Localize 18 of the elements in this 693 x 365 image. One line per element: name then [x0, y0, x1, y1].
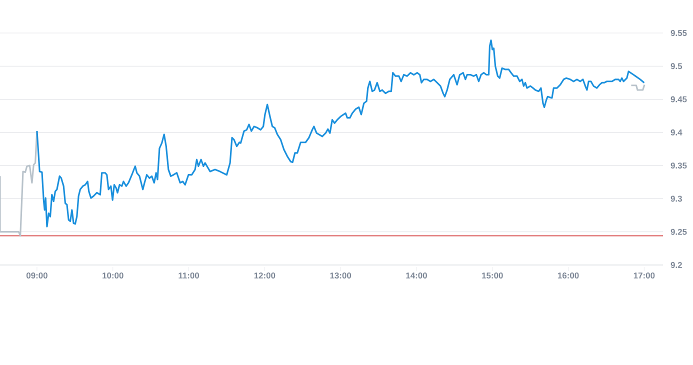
x-tick-label: 09:00 [26, 272, 48, 279]
y-tick-label: 9.45 [670, 96, 687, 102]
x-tick-label: 14:00 [406, 272, 427, 279]
y-tick-label: 9.2 [670, 262, 682, 268]
x-tick-label: 12:00 [254, 272, 276, 279]
y-tick-label: 9.35 [670, 162, 687, 169]
x-tick-label: 13:00 [330, 272, 352, 279]
y-tick-label: 9.4 [670, 129, 682, 136]
y-tick-label: 9.25 [670, 228, 687, 235]
y-tick-label: 9.55 [670, 30, 687, 36]
x-tick-label: 15:00 [482, 272, 503, 279]
x-tick-label: 11:00 [178, 272, 200, 279]
x-tick-label: 10:00 [102, 272, 124, 279]
y-tick-label: 9.3 [670, 196, 682, 202]
x-tick-label: 17:00 [634, 272, 655, 279]
y-tick-label: 9.5 [670, 63, 682, 70]
x-tick-label: 16:00 [558, 272, 579, 279]
line-series [0, 130, 38, 237]
